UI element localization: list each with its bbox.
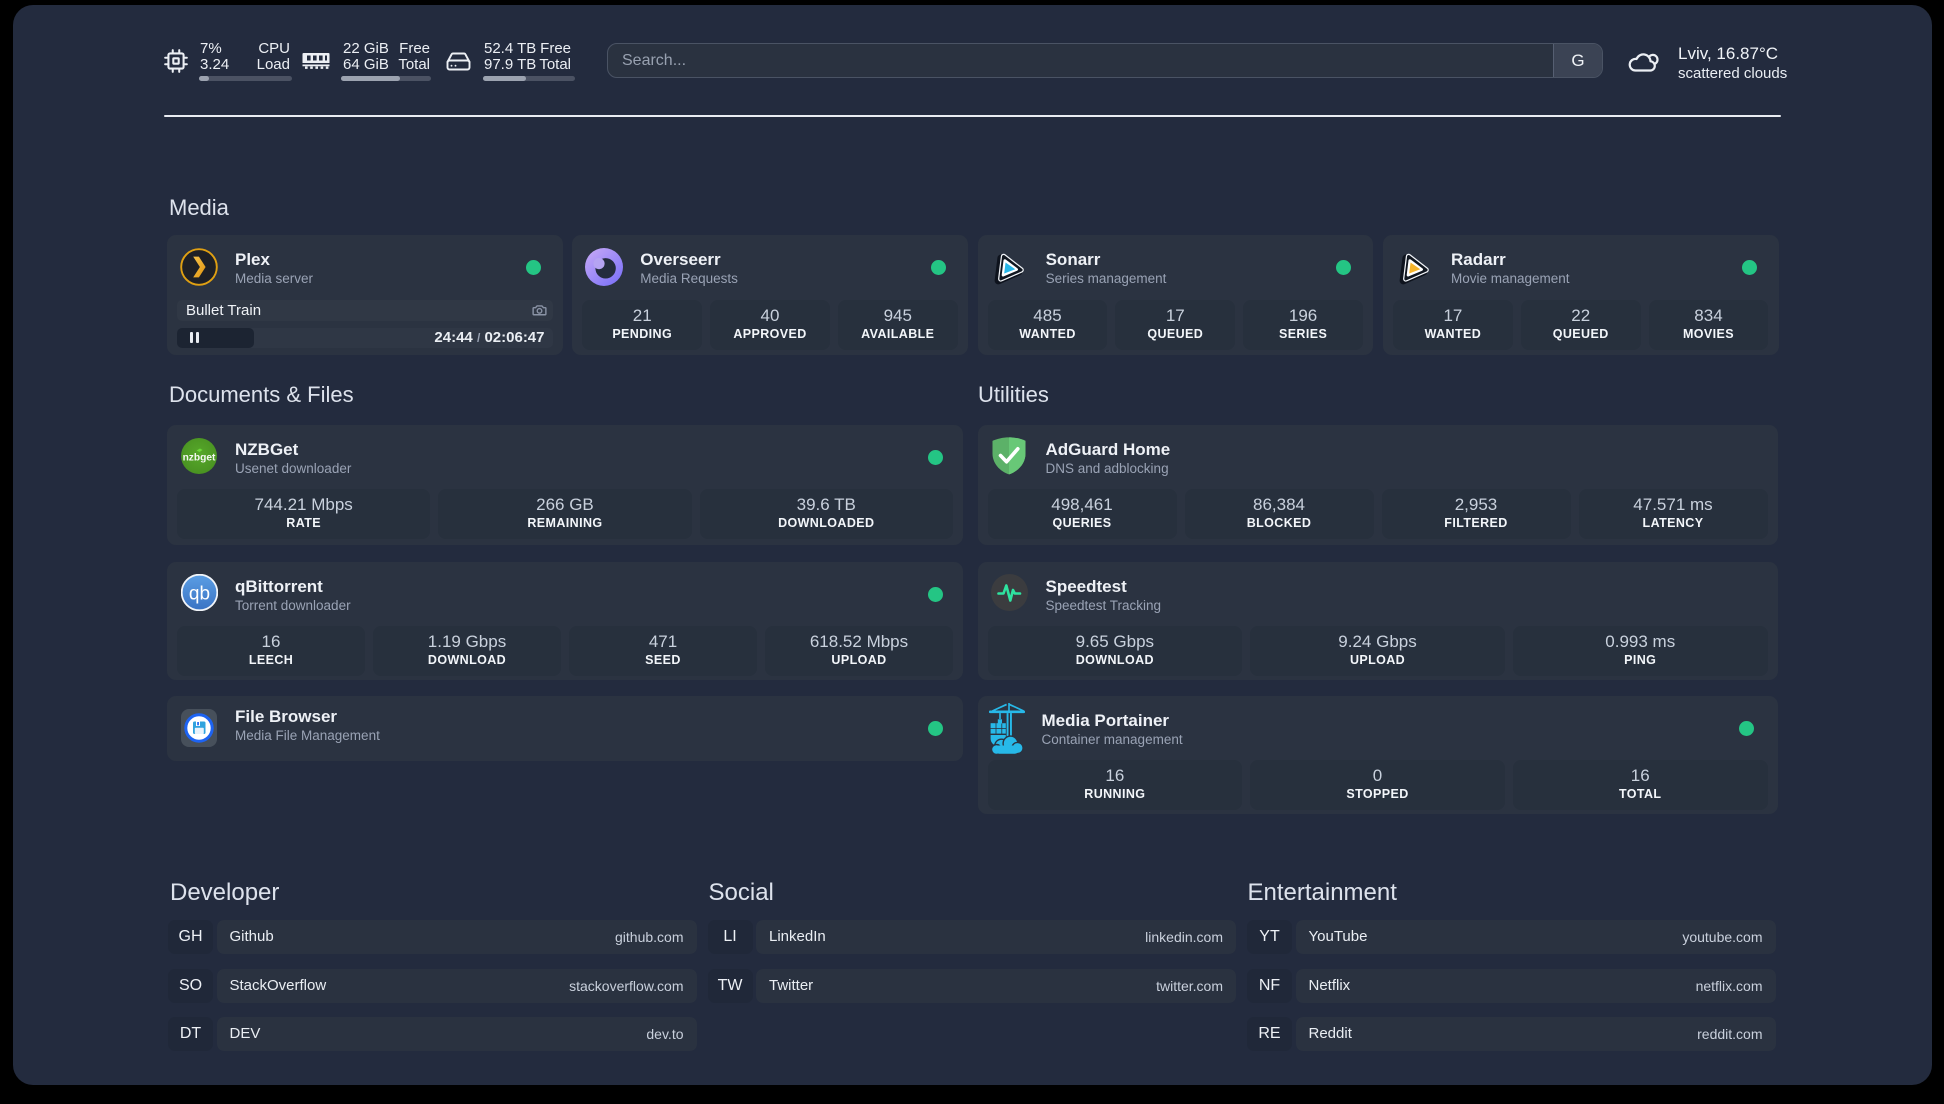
svg-text:qb: qb bbox=[189, 584, 210, 605]
svg-text:nzbget: nzbget bbox=[183, 453, 216, 464]
